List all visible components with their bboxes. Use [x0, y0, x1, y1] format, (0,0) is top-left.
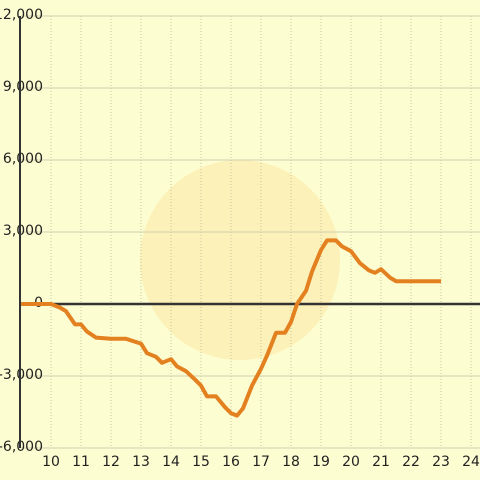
y-tick-label: -3,000 [0, 367, 43, 383]
x-tick-label: 10 [42, 454, 60, 470]
watermark [140, 160, 340, 360]
x-tick-label: 23 [432, 454, 450, 470]
x-tick-label: 12 [102, 454, 120, 470]
x-tick-label: 22 [402, 454, 420, 470]
y-tick-label: 9,000 [3, 79, 43, 95]
x-tick-label: 24 [462, 454, 480, 470]
x-tick-label: 18 [282, 454, 300, 470]
line [21, 238, 441, 418]
x-tick-label: 14 [162, 454, 180, 470]
y-tick-label: 3,000 [3, 223, 43, 239]
x-tick-label: 17 [252, 454, 270, 470]
y-tick-label: 6,000 [3, 151, 43, 167]
x-tick-label: 11 [72, 454, 90, 470]
y-tick-label: -6,000 [0, 439, 43, 455]
x-tick-label: 13 [132, 454, 150, 470]
y-tick-label: 12,000 [0, 7, 43, 23]
x-tick-label: 20 [342, 454, 360, 470]
x-tick-label: 21 [372, 454, 390, 470]
x-tick-label: 19 [312, 454, 330, 470]
x-tick-label: 15 [192, 454, 210, 470]
x-tick-label: 16 [222, 454, 240, 470]
